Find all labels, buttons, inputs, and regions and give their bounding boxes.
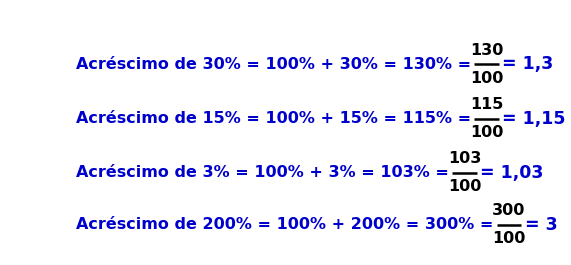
- Text: 100: 100: [470, 71, 503, 86]
- Text: 115: 115: [470, 97, 503, 112]
- Text: = 1,15: = 1,15: [502, 109, 566, 127]
- Text: = 1,3: = 1,3: [502, 55, 554, 73]
- Text: 103: 103: [448, 151, 481, 166]
- Text: 100: 100: [448, 179, 481, 195]
- Text: Acréscimo de 200% = 100% + 200% = 300% =: Acréscimo de 200% = 100% + 200% = 300% =: [76, 217, 493, 232]
- Text: 100: 100: [470, 125, 503, 140]
- Text: Acréscimo de 30% = 100% + 30% = 130% =: Acréscimo de 30% = 100% + 30% = 130% =: [76, 57, 471, 72]
- Text: = 3: = 3: [525, 216, 557, 234]
- Text: Acréscimo de 15% = 100% + 15% = 115% =: Acréscimo de 15% = 100% + 15% = 115% =: [76, 111, 471, 126]
- Text: Acréscimo de 3% = 100% + 3% = 103% =: Acréscimo de 3% = 100% + 3% = 103% =: [76, 165, 449, 180]
- Text: 300: 300: [492, 203, 525, 218]
- Text: 100: 100: [492, 231, 525, 246]
- Text: = 1,03: = 1,03: [480, 164, 544, 182]
- Text: 130: 130: [470, 43, 503, 58]
